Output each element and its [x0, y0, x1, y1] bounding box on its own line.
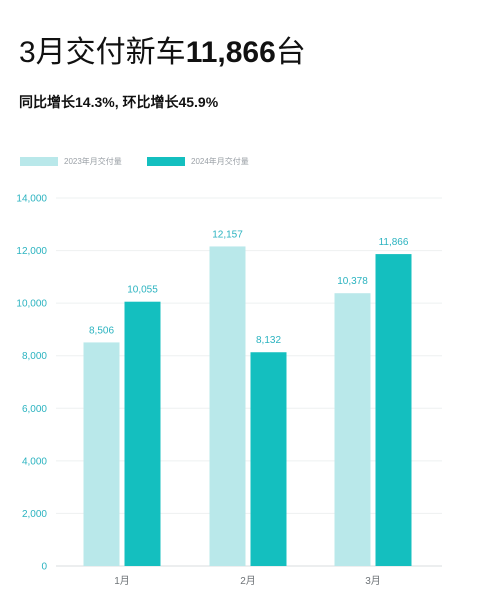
y-tick-label: 14,000	[16, 194, 47, 205]
y-tick-label: 0	[41, 562, 47, 573]
data-label-2024: 11,866	[379, 237, 409, 248]
x-category-label: 3月	[365, 575, 381, 587]
y-tick-label: 6,000	[22, 404, 47, 415]
headline-suffix: 台	[275, 36, 306, 69]
bar-2024	[250, 352, 287, 566]
y-tick-label: 10,000	[16, 299, 47, 310]
bar-2023	[209, 246, 246, 566]
y-tick-label: 4,000	[22, 456, 47, 467]
bar-2024	[375, 254, 412, 566]
x-category-label: 1月	[114, 575, 130, 587]
data-label-2023: 12,157	[212, 229, 243, 240]
legend-swatch-2023	[20, 157, 58, 166]
legend-label-2024: 2024年月交付量	[191, 157, 249, 166]
y-tick-label: 12,000	[16, 246, 47, 257]
headline: 3月交付新车11,866台	[19, 33, 306, 73]
bar-2024	[124, 301, 161, 566]
headline-prefix: 3月交付新车	[19, 36, 186, 69]
bar-2023	[334, 293, 371, 566]
bar-2023	[83, 342, 120, 566]
data-label-2023: 10,378	[337, 276, 368, 287]
y-tick-label: 8,000	[22, 351, 47, 362]
data-label-2023: 8,506	[89, 325, 114, 336]
y-tick-label: 2,000	[22, 509, 47, 520]
x-category-label: 2月	[240, 575, 256, 587]
data-label-2024: 10,055	[127, 285, 158, 296]
growth-summary: 同比增长14.3%, 环比增长45.9%	[19, 94, 219, 110]
data-label-2024: 8,132	[256, 335, 281, 346]
headline-number: 11,866	[185, 36, 276, 69]
legend-swatch-2024	[147, 157, 185, 166]
legend-label-2023: 2023年月交付量	[64, 157, 122, 166]
